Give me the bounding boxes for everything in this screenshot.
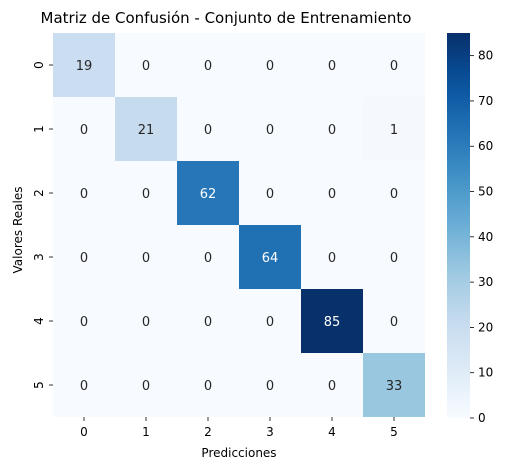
cell-value-label: 0 xyxy=(266,187,274,202)
y-tick-label: 1 xyxy=(32,125,46,133)
colorbar-tick-label: 50 xyxy=(478,185,493,199)
cell-value-label: 0 xyxy=(142,187,150,202)
cell-value-label: 0 xyxy=(204,59,212,74)
cell-value-label: 0 xyxy=(142,315,150,330)
y-tick-label: 4 xyxy=(32,317,46,325)
cell-value-label: 0 xyxy=(266,59,274,74)
x-tick-label: 5 xyxy=(390,425,398,439)
cell-value-label: 0 xyxy=(80,123,88,138)
colorbar-tick-label: 0 xyxy=(478,411,486,425)
cell-value-label: 85 xyxy=(324,315,341,330)
y-tick-label: 5 xyxy=(32,381,46,389)
cell-value-label: 0 xyxy=(328,59,336,74)
x-tick-label: 4 xyxy=(328,425,336,439)
cell-value-label: 33 xyxy=(386,379,403,394)
cell-value-label: 0 xyxy=(390,251,398,266)
x-tick-label: 2 xyxy=(204,425,212,439)
chart-title: Matriz de Confusión - Conjunto de Entren… xyxy=(41,9,412,27)
y-axis-ticks: 0 1 2 3 4 5 xyxy=(32,61,53,389)
x-tick-label: 0 xyxy=(80,425,88,439)
cell-value-label: 0 xyxy=(328,251,336,266)
x-tick-label: 1 xyxy=(142,425,150,439)
cell-value-label: 0 xyxy=(80,379,88,394)
cell-value-label: 0 xyxy=(80,315,88,330)
cell-value-label: 0 xyxy=(80,187,88,202)
x-axis-label: Predicciones xyxy=(201,446,276,460)
x-tick-label: 3 xyxy=(266,425,274,439)
cell-value-label: 0 xyxy=(204,251,212,266)
cell-value-label: 0 xyxy=(142,59,150,74)
cell-value-label: 0 xyxy=(328,379,336,394)
cell-value-label: 0 xyxy=(390,315,398,330)
y-tick-label: 3 xyxy=(32,253,46,261)
cell-value-label: 0 xyxy=(142,379,150,394)
heatmap-cells: 19 0 0 0 0 0 0 21 0 0 0 1 0 0 62 0 0 0 0 0 0 64 0 0 0 0 0 0 85 0 0 0 0 0 0… xyxy=(53,33,425,417)
colorbar-tick-label: 80 xyxy=(478,49,493,63)
cell-value-label: 0 xyxy=(204,315,212,330)
y-axis-label: Valores Reales xyxy=(11,187,25,274)
cell-value-label: 0 xyxy=(390,59,398,74)
cell-value-label: 64 xyxy=(262,251,279,266)
colorbar-tick-label: 20 xyxy=(478,320,493,334)
cell-value-label: 19 xyxy=(76,59,93,74)
colorbar-ticks: 0 10 20 30 40 50 60 70 80 xyxy=(470,49,493,425)
cell-value-label: 0 xyxy=(142,251,150,266)
y-tick-label: 2 xyxy=(32,189,46,197)
cell-value-label: 0 xyxy=(328,123,336,138)
cell-value-label: 0 xyxy=(266,315,274,330)
cell-value-label: 0 xyxy=(266,379,274,394)
colorbar-tick-label: 70 xyxy=(478,94,493,108)
cell-value-label: 0 xyxy=(204,123,212,138)
cell-value-label: 1 xyxy=(390,123,398,138)
cell-value-label: 0 xyxy=(204,379,212,394)
colorbar-tick-label: 40 xyxy=(478,230,493,244)
y-tick-label: 0 xyxy=(32,61,46,69)
cell-value-label: 0 xyxy=(328,187,336,202)
colorbar-tick-label: 30 xyxy=(478,275,493,289)
cell-value-label: 0 xyxy=(266,123,274,138)
colorbar xyxy=(447,33,470,418)
colorbar-tick-label: 60 xyxy=(478,139,493,153)
colorbar-tick-label: 10 xyxy=(478,366,493,380)
cell-value-label: 21 xyxy=(138,123,155,138)
cell-value-label: 0 xyxy=(80,251,88,266)
cell-value-label: 62 xyxy=(200,187,217,202)
cell-value-label: 0 xyxy=(390,187,398,202)
x-axis-ticks: 0 1 2 3 4 5 xyxy=(80,417,398,439)
